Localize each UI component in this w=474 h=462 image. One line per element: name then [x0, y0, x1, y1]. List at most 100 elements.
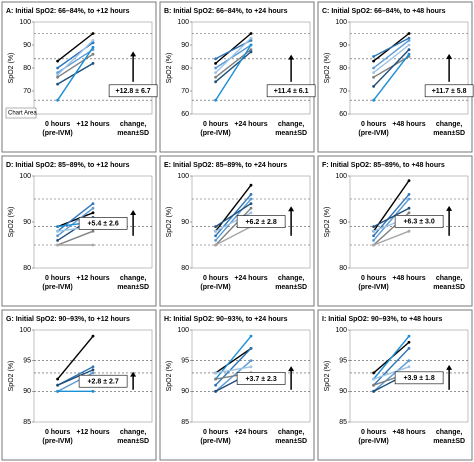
series-point [249, 365, 253, 369]
annotation-box [78, 374, 128, 388]
y-tick-label: 100 [177, 173, 189, 180]
series-line [373, 366, 410, 380]
series-point [249, 197, 253, 201]
plot-area [191, 329, 311, 423]
series-point [56, 98, 59, 102]
x-tick-label: change, [120, 121, 147, 128]
x-tick-label: 0 hours [203, 275, 228, 282]
series-line [215, 203, 252, 228]
y-tick-label: 85 [23, 419, 31, 426]
x-tick-label: +48 hours [392, 429, 425, 436]
y-tick-label: 60 [339, 111, 347, 118]
series-point [249, 206, 253, 210]
plot-area [33, 329, 153, 423]
series-point [372, 229, 375, 233]
arrow-head [288, 366, 295, 372]
panel-title: H: Initial SpO2: 90–93%, to +24 hours [164, 316, 288, 323]
y-tick-label: 100 [335, 327, 347, 334]
y-tick-label: 90 [23, 219, 31, 226]
y-axis-label: SpO2 (%) [8, 53, 15, 84]
annotation: +6.2 ± 2.8 [245, 219, 276, 226]
series-point [56, 383, 59, 387]
series-line [373, 230, 410, 246]
series-line [215, 225, 252, 246]
series-point [407, 179, 411, 183]
series-line [215, 366, 252, 374]
annotation-box [236, 372, 286, 385]
panel-title: G: Initial SpO2: 90–93%, to +12 hours [6, 316, 130, 323]
series-point [214, 243, 218, 247]
tooltip: Chart Area [8, 111, 37, 117]
annotation: +5.4 ± 2.6 [87, 221, 118, 228]
annotation: +2.8 ± 2.7 [87, 379, 118, 386]
series-point [91, 202, 95, 206]
x-tick-label: +12 hours [76, 121, 109, 128]
y-tick-label: 90 [339, 42, 347, 49]
series-point [91, 211, 95, 215]
series-line [215, 44, 252, 69]
series-point [372, 371, 375, 375]
panel-border [159, 309, 315, 461]
series-point [249, 202, 253, 206]
x-tick-label: (pre-IVM) [358, 284, 388, 291]
y-tick-label: 100 [19, 19, 31, 26]
y-tick-label: 100 [19, 173, 31, 180]
panel-border [317, 155, 473, 307]
x-tick-label: change, [120, 429, 147, 436]
x-tick-label: +12 hours [76, 429, 109, 436]
panel-border [1, 155, 157, 307]
series-line [373, 55, 410, 78]
x-tick-label: (pre-IVM) [358, 130, 388, 137]
y-axis-label: SpO2 (%) [324, 361, 331, 392]
series-line [215, 51, 252, 83]
y-tick-label: 90 [181, 219, 189, 226]
series-point [91, 334, 95, 338]
series-point [56, 73, 59, 77]
series-point [214, 225, 218, 229]
y-tick-label: 90 [181, 388, 189, 395]
series-point [407, 229, 411, 233]
y-axis-label: SpO2 (%) [8, 361, 15, 392]
series-line [57, 46, 94, 101]
series-point [214, 75, 218, 79]
y-tick-label: 90 [339, 219, 347, 226]
panel-border [317, 309, 473, 461]
series-point [56, 59, 59, 63]
series-point [249, 43, 253, 47]
series-point [91, 206, 95, 210]
series-point [249, 347, 253, 350]
annotation-box [236, 215, 286, 228]
y-axis-label: SpO2 (%) [324, 207, 331, 238]
series-point [249, 48, 253, 51]
tooltip-box [5, 107, 37, 119]
series-point [91, 229, 95, 233]
y-tick-label: 80 [339, 265, 347, 272]
series-point [407, 36, 411, 40]
x-tick-label: change, [120, 275, 147, 282]
series-point [372, 75, 375, 79]
x-tick-label: 0 hours [45, 429, 70, 436]
x-tick-label: +48 hours [392, 275, 425, 282]
y-tick-label: 80 [181, 65, 189, 72]
panel-border [317, 1, 473, 153]
y-tick-label: 80 [23, 65, 31, 72]
x-tick-label: mean±SD [275, 438, 307, 445]
x-tick-label: (pre-IVM) [200, 438, 230, 445]
series-point [91, 62, 95, 65]
x-tick-label: change, [436, 429, 463, 436]
series-point [56, 239, 59, 242]
y-tick-label: 85 [339, 419, 347, 426]
series-line [373, 37, 410, 58]
annotation: +11.7 ± 5.8 [432, 88, 467, 95]
y-tick-label: 80 [23, 265, 31, 272]
x-tick-label: mean±SD [117, 130, 149, 137]
series-point [56, 389, 59, 393]
panel-title: F: Initial SpO2: 85–89%, to +48 hours [322, 162, 445, 169]
x-tick-label: (pre-IVM) [42, 284, 72, 291]
series-line [57, 207, 94, 237]
series-point [91, 52, 95, 56]
series-line [215, 347, 252, 374]
y-tick-label: 70 [181, 88, 189, 95]
series-point [407, 334, 411, 338]
plot-area [349, 329, 469, 423]
